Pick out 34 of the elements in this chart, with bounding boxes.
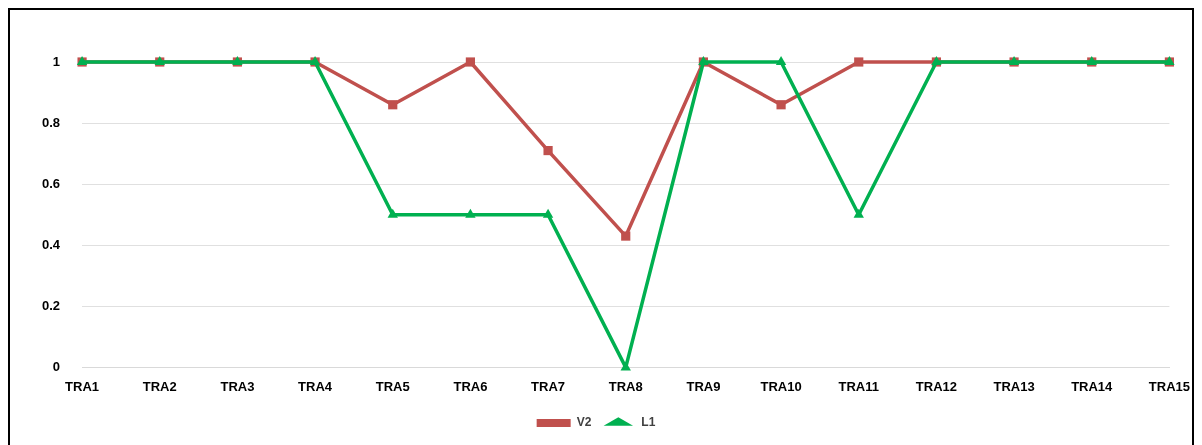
x-tick-label: TRA15 (1148, 378, 1191, 394)
point (775, 56, 787, 65)
point (387, 208, 398, 218)
point (543, 145, 553, 156)
x-tick-label: TRA11 (838, 378, 879, 394)
x-tick-label: TRA12 (915, 378, 957, 394)
point (853, 208, 864, 218)
x-tick-label: TRA5 (375, 378, 410, 394)
y-tick-label: 0 (52, 358, 61, 374)
point (854, 57, 864, 67)
point (621, 231, 631, 241)
y-tick-label: 0.4 (41, 236, 61, 252)
point (776, 100, 786, 110)
y-tick-label: 0.8 (41, 114, 61, 130)
legend-label: V2 (576, 415, 592, 430)
x-tick-label: TRA7 (531, 378, 566, 394)
x-tick-label: TRA14 (1071, 378, 1114, 394)
x-tick-label: TRA4 (298, 378, 333, 394)
y-tick-label: 1 (52, 53, 61, 69)
point (465, 57, 475, 67)
y-tick-label: 0.2 (41, 297, 61, 313)
point (542, 208, 554, 218)
point (388, 100, 398, 110)
x-tick-label: TRA9 (686, 378, 721, 394)
x-tick-label: TRA2 (142, 378, 177, 394)
x-tick-label: TRA6 (453, 378, 488, 394)
x-tick-label: TRA3 (220, 378, 255, 394)
y-tick-label: 0.6 (41, 175, 61, 191)
x-tick-label: TRA8 (608, 378, 643, 394)
x-tick-label: TRA1 (65, 378, 100, 394)
x-tick-label: TRA10 (760, 378, 802, 394)
x-tick-label: TRA13 (993, 378, 1035, 394)
legend-label: L1 (641, 415, 656, 430)
point (465, 208, 476, 218)
